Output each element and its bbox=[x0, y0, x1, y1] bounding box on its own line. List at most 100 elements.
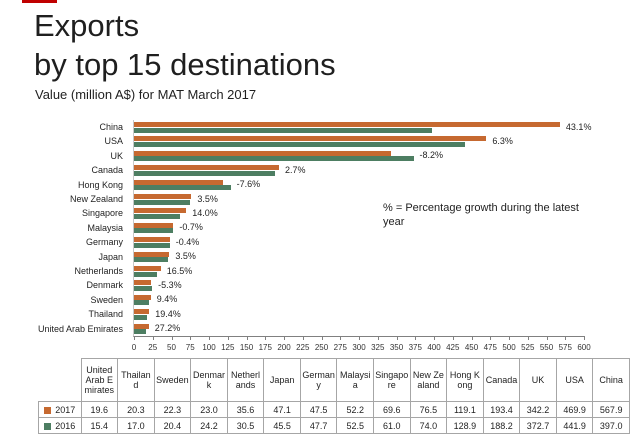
table-cell: 61.0 bbox=[373, 417, 411, 434]
axis-tick bbox=[302, 336, 304, 340]
table-head-row: United Arab Emirates Thailand Sweden Denmar… bbox=[39, 358, 630, 402]
table-corner-cell bbox=[39, 359, 82, 402]
growth-label: 19.4% bbox=[155, 308, 181, 319]
category-label: Denmark bbox=[86, 280, 123, 291]
legend-cell: 2016 bbox=[38, 417, 82, 434]
axis-tick-label: 325 bbox=[371, 343, 385, 352]
axis-tick-label: 150 bbox=[239, 343, 254, 352]
table-column-header: Denmark bbox=[190, 358, 228, 402]
axis-tick bbox=[209, 336, 210, 340]
growth-label: -8.2% bbox=[419, 150, 444, 161]
page-title-line1: Exports bbox=[34, 8, 140, 43]
table-cell: 47.7 bbox=[299, 417, 338, 434]
axis-tick bbox=[546, 336, 548, 340]
category-label: Netherlands bbox=[74, 266, 123, 276]
axis-tick-label: 550 bbox=[539, 343, 554, 352]
axis-tick bbox=[415, 336, 417, 340]
table-cell: 47.5 bbox=[299, 401, 338, 418]
category-label: Germany bbox=[85, 237, 123, 248]
growth-label: -0.4% bbox=[175, 236, 200, 247]
growth-label: 3.5% bbox=[175, 251, 196, 262]
legend-cell: 2017 bbox=[38, 401, 82, 418]
bar-2016 bbox=[134, 329, 146, 335]
category-label: China bbox=[99, 122, 123, 132]
axis-tick-label: 300 bbox=[352, 343, 366, 352]
axis-tick bbox=[396, 336, 398, 340]
table-cell: 397.0 bbox=[592, 417, 630, 434]
table-cell: 19.6 bbox=[80, 401, 119, 418]
growth-label: 3.5% bbox=[197, 193, 218, 204]
chart-subtitle: Value (million A$) for MAT March 2017 bbox=[35, 87, 257, 102]
table-cell: 20.3 bbox=[117, 401, 155, 418]
category-labels: China USA UK Canada Hong Kong New Zealand Sing… bbox=[0, 120, 128, 336]
axis-tick bbox=[565, 336, 567, 340]
data-table: United Arab Emirates Thailand Sweden Denmar… bbox=[38, 358, 630, 434]
table-cell: 23.0 bbox=[190, 401, 228, 418]
axis-tick bbox=[584, 336, 585, 340]
category-label: Thailand bbox=[88, 309, 123, 320]
legend-swatch-2016 bbox=[44, 422, 52, 430]
table-column-header: USA bbox=[555, 358, 594, 402]
table-cell: 74.0 bbox=[409, 417, 448, 434]
growth-label: 27.2% bbox=[154, 323, 181, 334]
axis-tick-label: 350 bbox=[389, 343, 404, 352]
table-column-header: Singapore bbox=[373, 358, 411, 402]
axis-tick bbox=[152, 336, 154, 340]
table-column-header: Sweden bbox=[153, 358, 192, 402]
growth-label: -0.7% bbox=[179, 222, 203, 233]
bar-2017 bbox=[134, 309, 150, 315]
category-label: Malaysia bbox=[87, 222, 123, 233]
category-label: USA bbox=[104, 136, 123, 147]
table-cell: 52.2 bbox=[336, 401, 374, 418]
axis-tick-label: 200 bbox=[277, 343, 291, 352]
axis-tick bbox=[359, 336, 360, 340]
table-cell: 22.3 bbox=[153, 401, 192, 418]
table-cell: 69.6 bbox=[373, 401, 411, 418]
table-head: United Arab Emirates Thailand Sweden Denmar… bbox=[39, 358, 630, 402]
axis-tick bbox=[434, 336, 435, 340]
axis-tick bbox=[452, 336, 454, 340]
bar-2016 bbox=[134, 199, 190, 205]
axis-tick-label: 575 bbox=[558, 343, 572, 352]
table-row: 2016 15.4 17.0 20.4 24.2 30.5 45.5 47.7 52.5 61.0… bbox=[38, 417, 630, 434]
axis-tick bbox=[527, 336, 529, 340]
growth-label: 6.3% bbox=[492, 135, 513, 146]
table-cell: 469.9 bbox=[555, 401, 594, 418]
table-cell: 128.9 bbox=[446, 417, 484, 434]
bar-2016 bbox=[134, 228, 174, 234]
bar-2017 bbox=[134, 122, 560, 127]
axis-tick-label: 225 bbox=[296, 343, 310, 352]
legend-label: 2017 bbox=[55, 404, 76, 415]
table-cell: 342.2 bbox=[519, 401, 557, 418]
table-cell: 193.4 bbox=[482, 401, 521, 418]
legend-swatch-2017 bbox=[44, 406, 52, 414]
axis-tick-label: 75 bbox=[185, 343, 195, 352]
table-cell: 17.0 bbox=[117, 417, 155, 434]
table-cell: 30.5 bbox=[226, 417, 265, 434]
axis-tick-label: 275 bbox=[333, 343, 347, 352]
legend-label: 2016 bbox=[55, 420, 76, 431]
bar-2016 bbox=[134, 314, 147, 320]
page-title-line2: by top 15 destinations bbox=[34, 47, 336, 82]
table-column-header: Netherlands bbox=[226, 358, 265, 402]
growth-label: -5.3% bbox=[158, 279, 182, 290]
axis-tick bbox=[340, 336, 342, 340]
axis-tick-label: 250 bbox=[314, 343, 329, 352]
growth-label: 2.7% bbox=[285, 164, 306, 175]
axis-tick bbox=[509, 336, 510, 340]
axis-tick-label: 125 bbox=[221, 343, 235, 352]
axis-tick bbox=[490, 336, 492, 340]
category-label: United Arab Emirates bbox=[37, 323, 123, 334]
red-accent-dash bbox=[22, 0, 57, 3]
axis-tick bbox=[377, 336, 379, 340]
bar-2017 bbox=[134, 136, 487, 142]
axis-tick bbox=[284, 336, 285, 340]
category-label: Singapore bbox=[81, 208, 123, 219]
axis-tick-label: 525 bbox=[521, 343, 535, 352]
category-label: Japan bbox=[98, 251, 123, 262]
table-cell: 441.9 bbox=[555, 417, 594, 434]
axis-tick bbox=[190, 336, 192, 340]
table-cell: 45.5 bbox=[263, 417, 301, 434]
axis-tick-label: 100 bbox=[202, 343, 216, 352]
category-label: Sweden bbox=[90, 294, 123, 305]
